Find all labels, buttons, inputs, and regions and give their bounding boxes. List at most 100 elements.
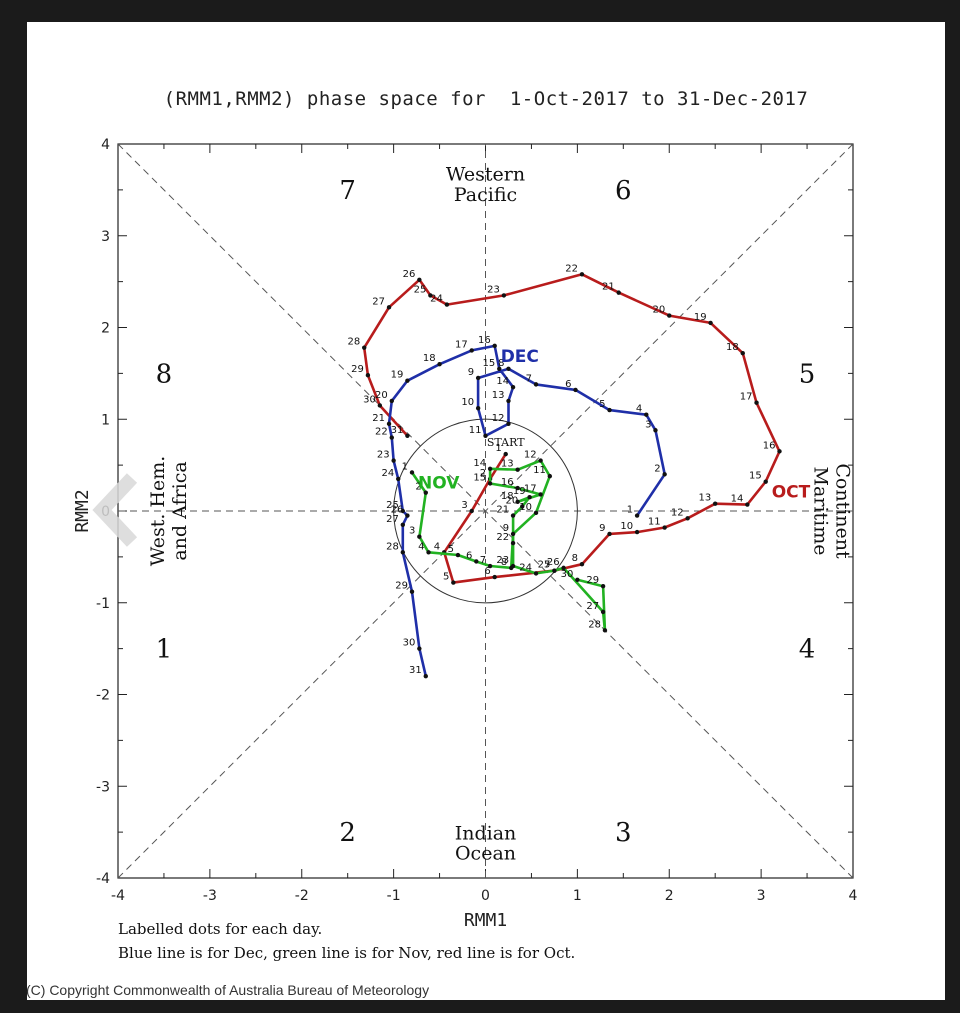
day-label: 26 xyxy=(391,505,404,516)
day-dot xyxy=(386,421,392,427)
day-label: 24 xyxy=(430,294,443,305)
day-label: 28 xyxy=(347,337,360,348)
day-label: 14 xyxy=(473,458,486,469)
day-dot xyxy=(492,574,497,580)
day-label: 5 xyxy=(599,399,605,410)
day-dot xyxy=(538,492,543,497)
day-dot xyxy=(377,403,383,408)
day-label: 2 xyxy=(654,463,660,474)
region-label-maritime-continent: Maritime xyxy=(809,467,831,556)
day-label: 5 xyxy=(448,544,454,555)
day-dot xyxy=(503,451,508,457)
day-dot xyxy=(475,375,481,381)
day-label: 19 xyxy=(391,370,404,381)
day-label: 15 xyxy=(483,358,496,369)
amplitude-circle xyxy=(393,418,578,604)
day-label: 14 xyxy=(731,494,744,505)
day-dot xyxy=(405,378,410,383)
day-dot xyxy=(600,609,606,615)
day-label: 14 xyxy=(496,376,509,387)
day-dot xyxy=(667,313,672,318)
day-dot xyxy=(602,628,608,633)
day-label: 3 xyxy=(645,419,651,430)
day-label: 10 xyxy=(620,521,633,532)
x-tick-label: -3 xyxy=(203,888,217,904)
x-tick-label: 4 xyxy=(849,888,858,904)
day-dot xyxy=(685,516,690,521)
day-dot xyxy=(653,428,658,433)
day-label: 29 xyxy=(586,575,599,586)
day-dot xyxy=(600,584,606,589)
y-tick-label: 1 xyxy=(101,412,110,428)
day-label: 16 xyxy=(478,335,491,346)
day-label: 8 xyxy=(501,557,507,568)
day-label: 6 xyxy=(484,566,490,577)
x-tick-label: 0 xyxy=(481,888,490,904)
guides-group xyxy=(117,143,854,879)
x-axis-title: RMM1 xyxy=(464,910,507,931)
day-dot xyxy=(423,673,428,679)
day-label: 22 xyxy=(565,263,578,274)
day-label: 4 xyxy=(636,404,642,415)
region-label-western-pacific: Western xyxy=(446,164,525,186)
day-label: 25 xyxy=(538,560,551,571)
day-label: 13 xyxy=(492,390,505,401)
day-dot xyxy=(575,577,580,583)
day-label: 11 xyxy=(533,465,546,476)
day-dot xyxy=(417,277,422,282)
region-label-maritime-continent: Continent xyxy=(831,463,853,559)
day-label: 22 xyxy=(496,532,509,543)
day-label: 21 xyxy=(496,505,509,516)
series-label-oct: OCT xyxy=(772,483,811,503)
day-label: 20 xyxy=(653,305,666,316)
day-dot xyxy=(515,467,520,472)
day-label: 21 xyxy=(602,282,615,293)
day-dot xyxy=(428,293,433,298)
day-label: 17 xyxy=(524,483,537,494)
day-dot xyxy=(510,563,516,569)
day-label: 12 xyxy=(492,413,505,424)
day-dot xyxy=(400,550,406,555)
diagonal-guide xyxy=(117,143,854,879)
chart-title: (RMM1,RMM2) phase space for 1-Oct-2017 t… xyxy=(163,88,809,110)
x-tick-label: 2 xyxy=(665,888,674,904)
day-label: 22 xyxy=(375,427,388,438)
day-dot xyxy=(423,490,428,495)
region-label-indian-ocean: Indian xyxy=(455,822,517,844)
day-label: 5 xyxy=(443,572,449,583)
day-label: 25 xyxy=(414,284,427,295)
day-dot xyxy=(492,343,497,349)
day-dot xyxy=(455,552,461,558)
day-dot xyxy=(740,350,745,356)
day-dot xyxy=(409,589,415,594)
chevron-left-icon[interactable] xyxy=(92,470,152,550)
day-dot xyxy=(644,412,649,417)
day-label: 6 xyxy=(466,550,472,561)
day-label: 13 xyxy=(698,493,711,504)
region-label-west-hem: West. Hem. xyxy=(147,456,169,567)
x-tick-label: 1 xyxy=(573,888,582,904)
day-dot xyxy=(745,502,750,507)
day-label: 21 xyxy=(372,413,385,424)
day-dot xyxy=(389,435,394,440)
day-dot xyxy=(527,495,532,500)
y-tick-label: -3 xyxy=(96,779,110,795)
day-dot xyxy=(515,485,520,491)
x-tick-label: -2 xyxy=(295,888,309,904)
day-dot xyxy=(497,366,502,371)
y-tick-label: -2 xyxy=(96,688,110,704)
day-label: 30 xyxy=(403,638,416,649)
day-label: 11 xyxy=(469,425,482,436)
day-dot xyxy=(579,562,585,567)
day-dot xyxy=(437,362,442,367)
region-label-indian-ocean: Ocean xyxy=(455,843,516,865)
day-label: 27 xyxy=(586,601,599,612)
day-dot xyxy=(426,550,431,555)
series-line-oct xyxy=(362,272,781,584)
day-label: 4 xyxy=(434,541,440,552)
day-dot xyxy=(607,407,612,413)
region-label-west-hem: and Africa xyxy=(169,461,191,560)
day-dot xyxy=(552,568,557,573)
day-dot xyxy=(483,433,488,438)
